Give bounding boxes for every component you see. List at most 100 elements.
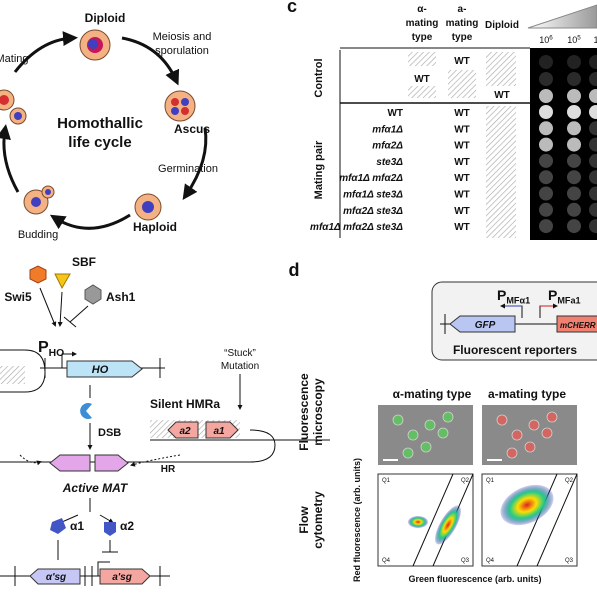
density	[500, 484, 554, 526]
label: Ascus	[174, 122, 210, 136]
label: GFP	[475, 320, 496, 331]
spot	[589, 72, 597, 86]
label: α1	[70, 519, 84, 533]
strain-label: WT	[387, 108, 403, 119]
label: a2	[179, 426, 191, 437]
label: microscopy	[311, 378, 325, 446]
main: P	[548, 287, 557, 303]
spot	[539, 72, 553, 86]
mcherry-gene	[556, 315, 597, 333]
cell-image	[407, 429, 419, 441]
strain-label: mfα2Δ	[372, 141, 403, 152]
a1-gene	[205, 421, 239, 439]
ho-gene	[66, 360, 143, 378]
label: WT	[414, 74, 430, 85]
quadrant-label: Q3	[565, 558, 574, 564]
exp: 5	[577, 34, 581, 41]
spot	[539, 219, 553, 234]
chromatin	[0, 366, 25, 384]
label: α-mating type	[393, 387, 472, 401]
cell-image	[496, 414, 508, 426]
spot	[589, 202, 597, 217]
spot	[567, 170, 581, 185]
label: Fluorescent reporters	[453, 343, 577, 357]
subscript-label: PHO	[38, 339, 64, 359]
nucleus	[88, 39, 98, 49]
micrograph	[378, 405, 473, 465]
nucleus	[181, 107, 189, 115]
spot	[539, 202, 553, 217]
quadrant-label: Q4	[382, 558, 391, 564]
ash1-icon	[84, 284, 102, 305]
label: a'sg	[112, 572, 132, 583]
spot	[539, 170, 553, 185]
a-sg-gene	[99, 568, 151, 585]
loop	[0, 349, 276, 463]
exp: 6	[549, 34, 553, 41]
column-header: type	[412, 32, 433, 43]
dna	[440, 305, 597, 334]
quadrant-label: Q2	[565, 478, 574, 484]
cell	[164, 90, 196, 122]
cell-image	[420, 441, 432, 453]
activation	[39, 287, 57, 327]
spot	[567, 121, 581, 136]
strain-label: WT	[454, 190, 470, 201]
sub: HO	[49, 348, 65, 359]
nucleus	[45, 189, 51, 195]
label: Ash1	[106, 290, 136, 304]
spot	[539, 153, 553, 168]
label: α'sg	[46, 572, 66, 583]
quadrant-label: Q3	[461, 558, 470, 564]
hr-arrow	[19, 454, 42, 466]
base: 10	[567, 35, 577, 45]
axis-title: Green fluorescence (arb. units)	[408, 574, 541, 584]
label: Active MAT	[62, 481, 129, 495]
gfp-gene	[449, 315, 516, 333]
label: a-mating type	[488, 387, 566, 401]
column-header: Diploid	[485, 20, 519, 31]
cycle-title: Homothallic	[57, 115, 143, 132]
strain-label: mfα1Δ mfα2Δ	[339, 173, 403, 184]
label: cytometry	[311, 491, 325, 549]
group-label: Control	[313, 58, 325, 97]
cycle-arrow	[182, 127, 208, 200]
axis-title: Red fluorescence (arb. units)	[352, 458, 362, 582]
spot	[589, 121, 597, 136]
repression	[63, 305, 89, 328]
label: Germination	[158, 163, 218, 175]
spot	[567, 186, 581, 201]
spot	[589, 219, 597, 234]
nucleus	[181, 98, 189, 106]
strain-label: mfα1Δ ste3Δ	[343, 190, 403, 201]
quadrant-label: Q1	[382, 478, 391, 484]
nucleus	[31, 197, 41, 207]
cell-image	[511, 429, 523, 441]
micrograph	[482, 405, 577, 465]
main: P	[497, 287, 506, 303]
sub: MFα1	[506, 296, 530, 306]
cell-image	[437, 427, 449, 439]
cell-image	[528, 419, 540, 431]
swi5-icon	[29, 265, 47, 284]
strain-label: WT	[454, 141, 470, 152]
label: Budding	[18, 229, 58, 241]
nucleus	[171, 107, 179, 115]
quadrant-label: Q2	[461, 478, 470, 484]
cycle-arrow	[121, 36, 180, 86]
spot	[539, 89, 553, 103]
column-header: α-	[417, 4, 426, 15]
strain-label: WT	[454, 206, 470, 217]
hatched-box	[408, 86, 436, 98]
dna	[0, 540, 170, 586]
hatched-box	[448, 70, 476, 98]
ho-protein	[80, 403, 92, 419]
cell-image	[541, 427, 553, 439]
spot	[567, 202, 581, 217]
cycle-arrow	[49, 213, 131, 230]
activation	[57, 291, 63, 327]
strain-label: WT	[454, 173, 470, 184]
spot	[589, 105, 597, 119]
base: 10	[539, 35, 549, 45]
dilution-label: 1	[593, 35, 597, 45]
